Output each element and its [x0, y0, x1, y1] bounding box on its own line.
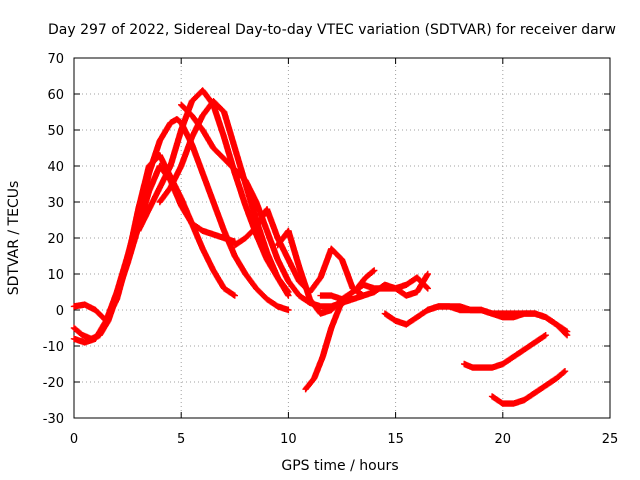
x-tick-label: 20 [495, 432, 512, 447]
y-tick-label: 0 [56, 304, 64, 319]
data-point-markers [488, 368, 569, 407]
series-arc-5 [156, 98, 292, 299]
x-tick-label: 10 [280, 432, 297, 447]
series-arc-8 [274, 227, 431, 317]
grid [74, 58, 610, 418]
data-point-markers [302, 267, 378, 393]
data-point-markers [70, 162, 238, 342]
series-arc-4 [135, 87, 292, 296]
series-arc-9 [302, 267, 378, 393]
data-point-markers [424, 303, 571, 335]
data-point-markers [274, 227, 431, 317]
data-point-markers [178, 101, 356, 310]
y-tick-label: 30 [47, 196, 64, 211]
x-tick-label: 15 [387, 432, 404, 447]
y-tick-label: -20 [43, 376, 64, 391]
chart-title: Day 297 of 2022, Sidereal Day-to-day VTE… [48, 22, 616, 38]
series-arc-13 [461, 332, 549, 371]
x-tick-label: 0 [70, 432, 78, 447]
data-point-markers [461, 332, 549, 371]
y-tick-label: 60 [47, 88, 64, 103]
y-axis-label: SDTVAR / TECUs [6, 181, 22, 296]
x-tick-label: 5 [177, 432, 185, 447]
data-point-markers [156, 98, 292, 299]
series-arc-12 [424, 303, 571, 335]
y-tick-label: -30 [43, 412, 64, 427]
series-arc-14 [488, 368, 569, 407]
x-axis-label: GPS time / hours [281, 458, 398, 474]
y-tick-label: 70 [47, 52, 64, 67]
x-ticks: 0 5 10 15 20 25 [70, 58, 618, 447]
series-arc-6 [178, 101, 356, 310]
series-group [70, 87, 571, 407]
y-ticks: -30 -20 -10 0 10 20 30 40 50 60 70 [43, 52, 610, 427]
data-point-markers [135, 87, 292, 296]
y-tick-label: 50 [47, 124, 64, 139]
data-point-markers [317, 270, 431, 303]
y-tick-label: 10 [47, 268, 64, 283]
y-tick-label: -10 [43, 340, 64, 355]
y-tick-label: 20 [47, 232, 64, 247]
y-tick-label: 40 [47, 160, 64, 175]
series-arc-2 [70, 162, 238, 342]
series-arc-10 [317, 270, 431, 303]
x-tick-label: 25 [602, 432, 619, 447]
